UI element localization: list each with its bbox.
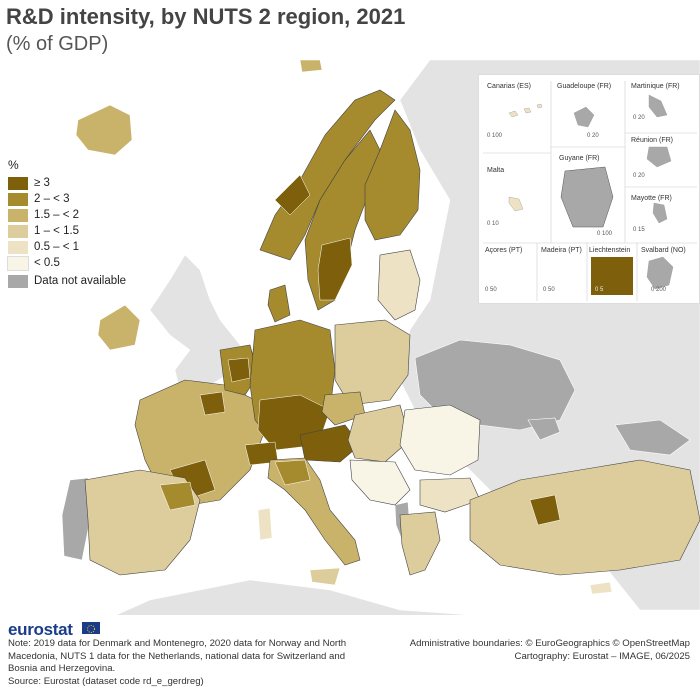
legend-label-na: Data not available <box>34 275 127 287</box>
sweden-stockholm-region <box>317 237 353 301</box>
benelux-core-region <box>227 357 251 383</box>
map-title: R&D intensity, by NUTS 2 region, 2021 <box>6 4 406 29</box>
turkiye-regions <box>469 459 700 576</box>
legend-label: 0.5 – < 1 <box>34 241 80 253</box>
balkan-regions <box>349 459 411 506</box>
footer-source: Source: Eurostat (dataset code rd_e_gerd… <box>8 675 204 687</box>
footer-credits: Administrative boundaries: © EuroGeograp… <box>410 638 690 663</box>
georgia-region-na <box>614 419 691 456</box>
france-regions <box>134 379 266 506</box>
legend-label: 2 – < 3 <box>34 193 70 205</box>
legend-item-na: Data not available <box>8 273 126 289</box>
inset-title-acores: Açores (PT) <box>485 247 523 254</box>
canarias-shape <box>508 103 543 118</box>
inset-scale-svalbard: 0 200 <box>651 287 667 293</box>
inset-scale-guyane: 0 100 <box>597 231 613 237</box>
baltic-regions <box>377 249 421 321</box>
inset-dividers <box>483 81 697 301</box>
eurostat-logo: eurostat <box>8 620 73 639</box>
legend-label: ≥ 3 <box>34 177 50 189</box>
poland-regions <box>334 319 411 406</box>
legend-item: < 0.5 <box>7 255 126 271</box>
austria-regions <box>299 424 361 463</box>
inset-scale-guadeloupe: 0 20 <box>587 133 599 139</box>
legend-swatch <box>8 208 28 222</box>
footer-note: Note: 2019 data for Denmark and Monteneg… <box>8 638 347 674</box>
north-atlantic-island <box>299 60 323 73</box>
inset-scale-martinique: 0 20 <box>633 115 645 121</box>
legend-label: 1.5 – < 2 <box>34 209 80 221</box>
inset-scale-reunion: 0 20 <box>633 173 645 179</box>
malta-shape <box>508 196 524 212</box>
inset-title-canarias: Canarias (ES) <box>487 83 531 90</box>
turkiye-ankara-region <box>529 494 561 526</box>
inset-title-mayotte: Mayotte (FR) <box>631 195 672 202</box>
map-legend: % ≥ 3 2 – < 3 1.5 – < 2 1 – < 1.5 0.5 – … <box>7 158 126 289</box>
inset-scale-madeira: 0 50 <box>543 287 555 293</box>
inset-title-reunion: Réunion (FR) <box>631 137 674 144</box>
legend-swatch <box>8 274 28 288</box>
inset-title-martinique: Martinique (FR) <box>631 83 680 90</box>
footer-boundaries: Administrative boundaries: © EuroGeograp… <box>409 638 690 649</box>
inset-scale-liechtenstein: 0 5 <box>595 287 604 293</box>
inset-scale-malta: 0 10 <box>487 221 499 227</box>
legend-label: 1 – < 1.5 <box>34 225 80 237</box>
svalbard-shape <box>646 256 674 290</box>
legend-swatch <box>8 240 28 254</box>
ireland-regions <box>97 304 141 351</box>
legend-swatch <box>8 224 28 238</box>
sicily-region <box>309 567 341 586</box>
norway-south-region <box>274 174 311 216</box>
iceland-region <box>75 104 133 156</box>
inset-title-liechtenstein: Liechtenstein <box>589 247 631 254</box>
romania-regions <box>399 404 481 476</box>
inset-scale-acores: 0 50 <box>485 287 497 293</box>
martinique-shape <box>648 94 668 118</box>
inset-title-guyane: Guyane (FR) <box>559 155 600 162</box>
crimea-region-na <box>527 417 561 441</box>
france-paris-region <box>199 391 226 416</box>
italy-north-region <box>274 459 311 486</box>
legend-item: 0.5 – < 1 <box>8 239 126 255</box>
spain-northeast-region <box>159 481 196 511</box>
north-africa-land <box>115 579 471 615</box>
inset-title-svalbard: Svalbard (NO) <box>641 247 686 254</box>
map-subtitle: (% of GDP) <box>6 33 109 55</box>
legend-item: 1 – < 1.5 <box>8 223 126 239</box>
legend-item: 2 – < 3 <box>8 191 126 207</box>
inset-scale-canarias: 0 100 <box>487 133 503 139</box>
legend-unit: % <box>8 158 19 172</box>
inset-title-madeira: Madeira (PT) <box>541 247 582 254</box>
guyane-shape <box>560 166 614 228</box>
inset-title-guadeloupe: Guadeloupe (FR) <box>557 83 612 90</box>
legend-item: 1.5 – < 2 <box>8 207 126 223</box>
denmark-regions <box>267 284 291 323</box>
inset-title-malta: Malta <box>487 167 505 174</box>
cyprus-region <box>589 581 613 595</box>
portugal-region-na <box>61 477 91 561</box>
footer-cartography: Cartography: Eurostat – IMAGE, 06/2025 <box>514 650 690 662</box>
legend-label: < 0.5 <box>34 257 60 269</box>
inset-scale-mayotte: 0 15 <box>633 227 645 233</box>
liechtenstein-shape <box>591 257 633 295</box>
sardinia-region <box>257 507 273 541</box>
greece-regions <box>399 511 441 576</box>
legend-swatch <box>7 255 29 271</box>
bulgaria-regions <box>419 477 481 513</box>
guadeloupe-shape <box>573 106 595 128</box>
legend-swatch <box>8 176 28 190</box>
finland-regions <box>364 109 421 241</box>
mayotte-shape <box>652 202 668 224</box>
inset-panel: Canarias (ES) 0 100 Guadeloupe (FR) 0 20… <box>478 74 700 304</box>
italy-regions <box>267 457 361 566</box>
legend-item: ≥ 3 <box>8 175 126 191</box>
footer-notes: Note: 2019 data for Denmark and Monteneg… <box>8 638 368 688</box>
legend-swatch <box>8 192 28 206</box>
eu-flag-icon <box>82 622 100 634</box>
reunion-shape <box>646 146 672 168</box>
